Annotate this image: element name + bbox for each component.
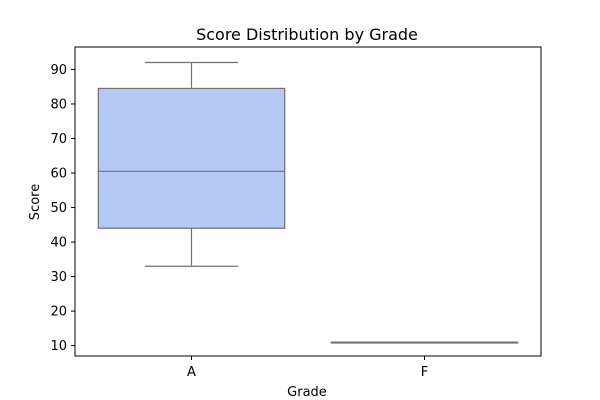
y-axis-label: Score (28, 184, 43, 220)
y-tick-label-80: 80 (50, 97, 67, 112)
y-tick-label-20: 20 (50, 305, 67, 320)
plot-area: A F 10 20 30 40 50 60 70 80 90 (50, 46, 542, 380)
y-tick-label-50: 50 (50, 201, 67, 216)
box-grade-a (97, 87, 286, 229)
y-tick-label-70: 70 (50, 132, 67, 147)
x-tick-label-grade-a: A (187, 365, 196, 380)
x-axis-label: Grade (287, 385, 327, 400)
y-tick-label-40: 40 (50, 236, 67, 251)
y-tick-label-60: 60 (50, 167, 67, 182)
y-tick-label-30: 30 (50, 270, 67, 285)
x-tick-label-grade-f: F (421, 365, 428, 380)
plot-frame (74, 46, 542, 357)
y-tick-label-90: 90 (50, 63, 67, 78)
y-tick-label-10: 10 (50, 339, 67, 354)
chart-title: Score Distribution by Grade (196, 25, 418, 44)
